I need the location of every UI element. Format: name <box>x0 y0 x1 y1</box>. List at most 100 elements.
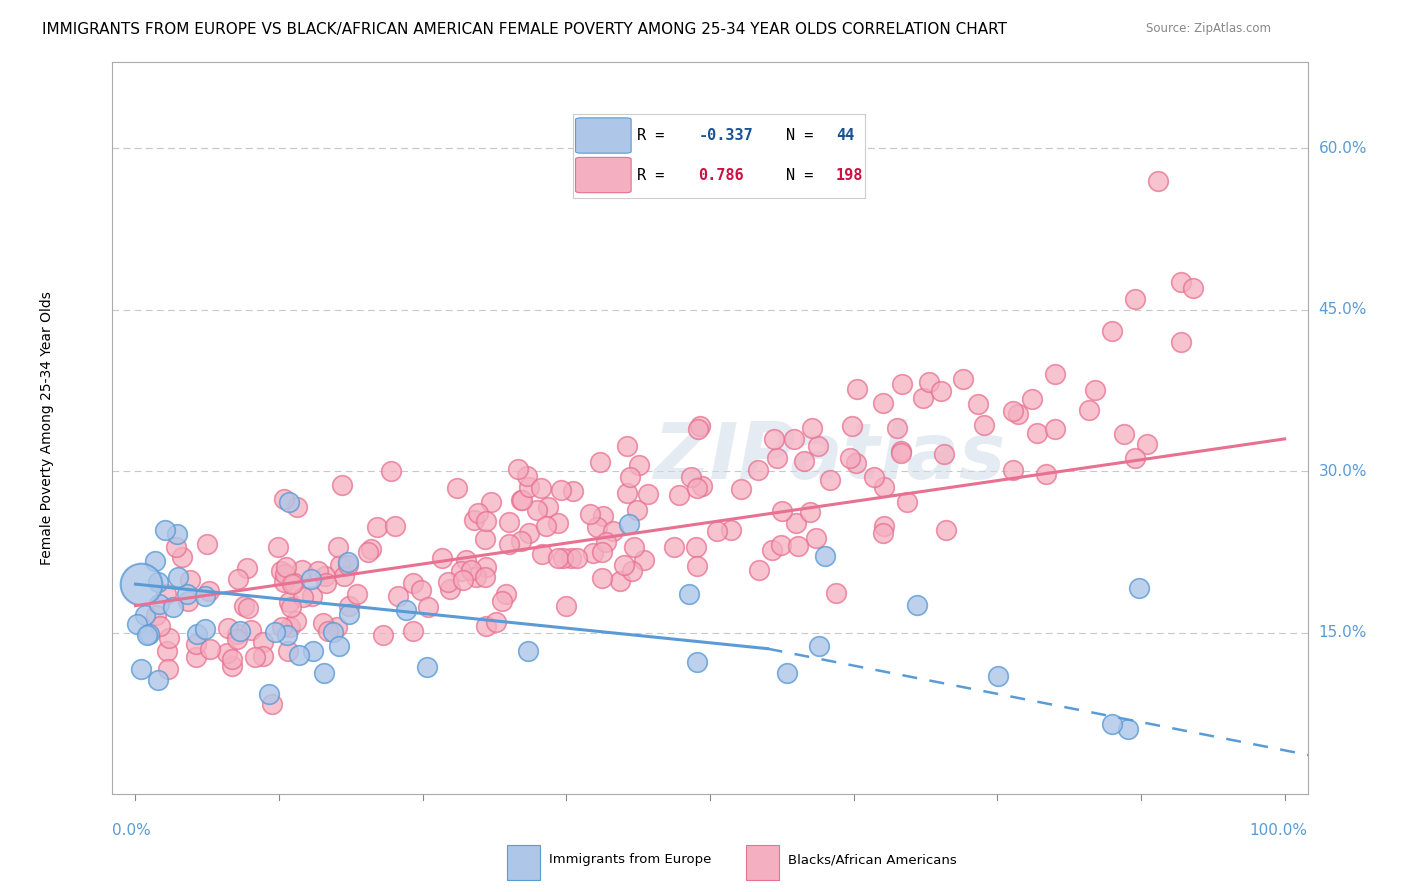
Point <box>498 536 520 550</box>
Point <box>186 637 208 651</box>
Point <box>808 640 831 654</box>
Point <box>156 643 179 657</box>
Point <box>332 569 354 583</box>
Point <box>896 495 918 509</box>
Point <box>177 594 200 608</box>
Point <box>495 587 517 601</box>
Point <box>621 564 644 578</box>
Point <box>186 627 208 641</box>
Text: 0.0%: 0.0% <box>112 823 152 838</box>
Point <box>531 547 554 561</box>
Point <box>176 587 198 601</box>
Point <box>510 534 533 549</box>
Point <box>761 542 783 557</box>
Point <box>307 565 329 579</box>
Point <box>1123 292 1146 306</box>
Point <box>149 618 172 632</box>
Point <box>474 515 496 529</box>
Point <box>221 652 243 666</box>
Point <box>179 573 201 587</box>
Point <box>357 545 380 559</box>
Point <box>463 513 485 527</box>
Point <box>685 540 707 554</box>
Point <box>328 639 350 653</box>
Point <box>252 635 274 649</box>
Point <box>838 450 860 465</box>
Point <box>329 558 352 573</box>
Point <box>366 520 388 534</box>
Point <box>637 487 659 501</box>
Point <box>769 538 792 552</box>
Point <box>291 563 314 577</box>
Point <box>846 382 869 396</box>
Point <box>536 519 558 533</box>
Point <box>217 646 239 660</box>
Bar <box>508 845 540 880</box>
Point <box>145 608 167 623</box>
Point <box>270 620 292 634</box>
Point <box>346 587 368 601</box>
Point <box>299 573 322 587</box>
Point <box>932 446 955 460</box>
Point <box>987 669 1010 683</box>
Point <box>633 552 655 566</box>
Point <box>517 644 540 658</box>
Point <box>550 483 572 498</box>
Point <box>277 644 299 658</box>
Point <box>935 523 957 537</box>
Point <box>195 537 218 551</box>
Point <box>890 446 912 460</box>
Point <box>547 550 569 565</box>
Point <box>380 464 402 478</box>
Point <box>1043 422 1066 436</box>
Point <box>1035 467 1057 482</box>
Point <box>446 481 468 495</box>
Point <box>586 520 609 534</box>
Point <box>437 574 460 589</box>
Point <box>547 516 569 530</box>
Point <box>762 432 785 446</box>
Point <box>288 648 311 662</box>
Point <box>157 662 180 676</box>
Point <box>273 574 295 589</box>
Point <box>555 599 578 614</box>
Point <box>689 419 711 434</box>
Point <box>337 555 360 569</box>
Text: Blacks/African Americans: Blacks/African Americans <box>787 854 956 866</box>
Point <box>148 673 170 688</box>
Point <box>274 560 297 574</box>
Point <box>616 439 638 453</box>
Point <box>432 551 454 566</box>
Point <box>326 540 349 554</box>
Point <box>166 527 188 541</box>
Point <box>277 494 299 508</box>
Point <box>460 563 482 577</box>
Point <box>617 517 640 532</box>
Point <box>143 554 166 568</box>
Point <box>302 644 325 658</box>
Point <box>800 420 823 434</box>
Point <box>221 659 243 673</box>
Point <box>787 539 810 553</box>
Point <box>973 418 995 433</box>
Point <box>562 484 585 499</box>
Point <box>730 482 752 496</box>
Point <box>613 558 636 572</box>
Point <box>416 600 439 615</box>
Point <box>262 697 284 711</box>
Point <box>619 470 641 484</box>
Point <box>766 450 789 465</box>
Point <box>280 600 302 615</box>
Point <box>453 573 475 587</box>
Point <box>825 586 848 600</box>
Point <box>578 507 600 521</box>
Point <box>602 524 624 539</box>
Point <box>747 463 769 477</box>
Point <box>474 533 496 547</box>
Point <box>1181 281 1204 295</box>
Point <box>872 525 894 540</box>
Point <box>273 491 295 506</box>
Point <box>591 571 613 585</box>
Point <box>591 545 613 559</box>
Point <box>681 469 703 483</box>
